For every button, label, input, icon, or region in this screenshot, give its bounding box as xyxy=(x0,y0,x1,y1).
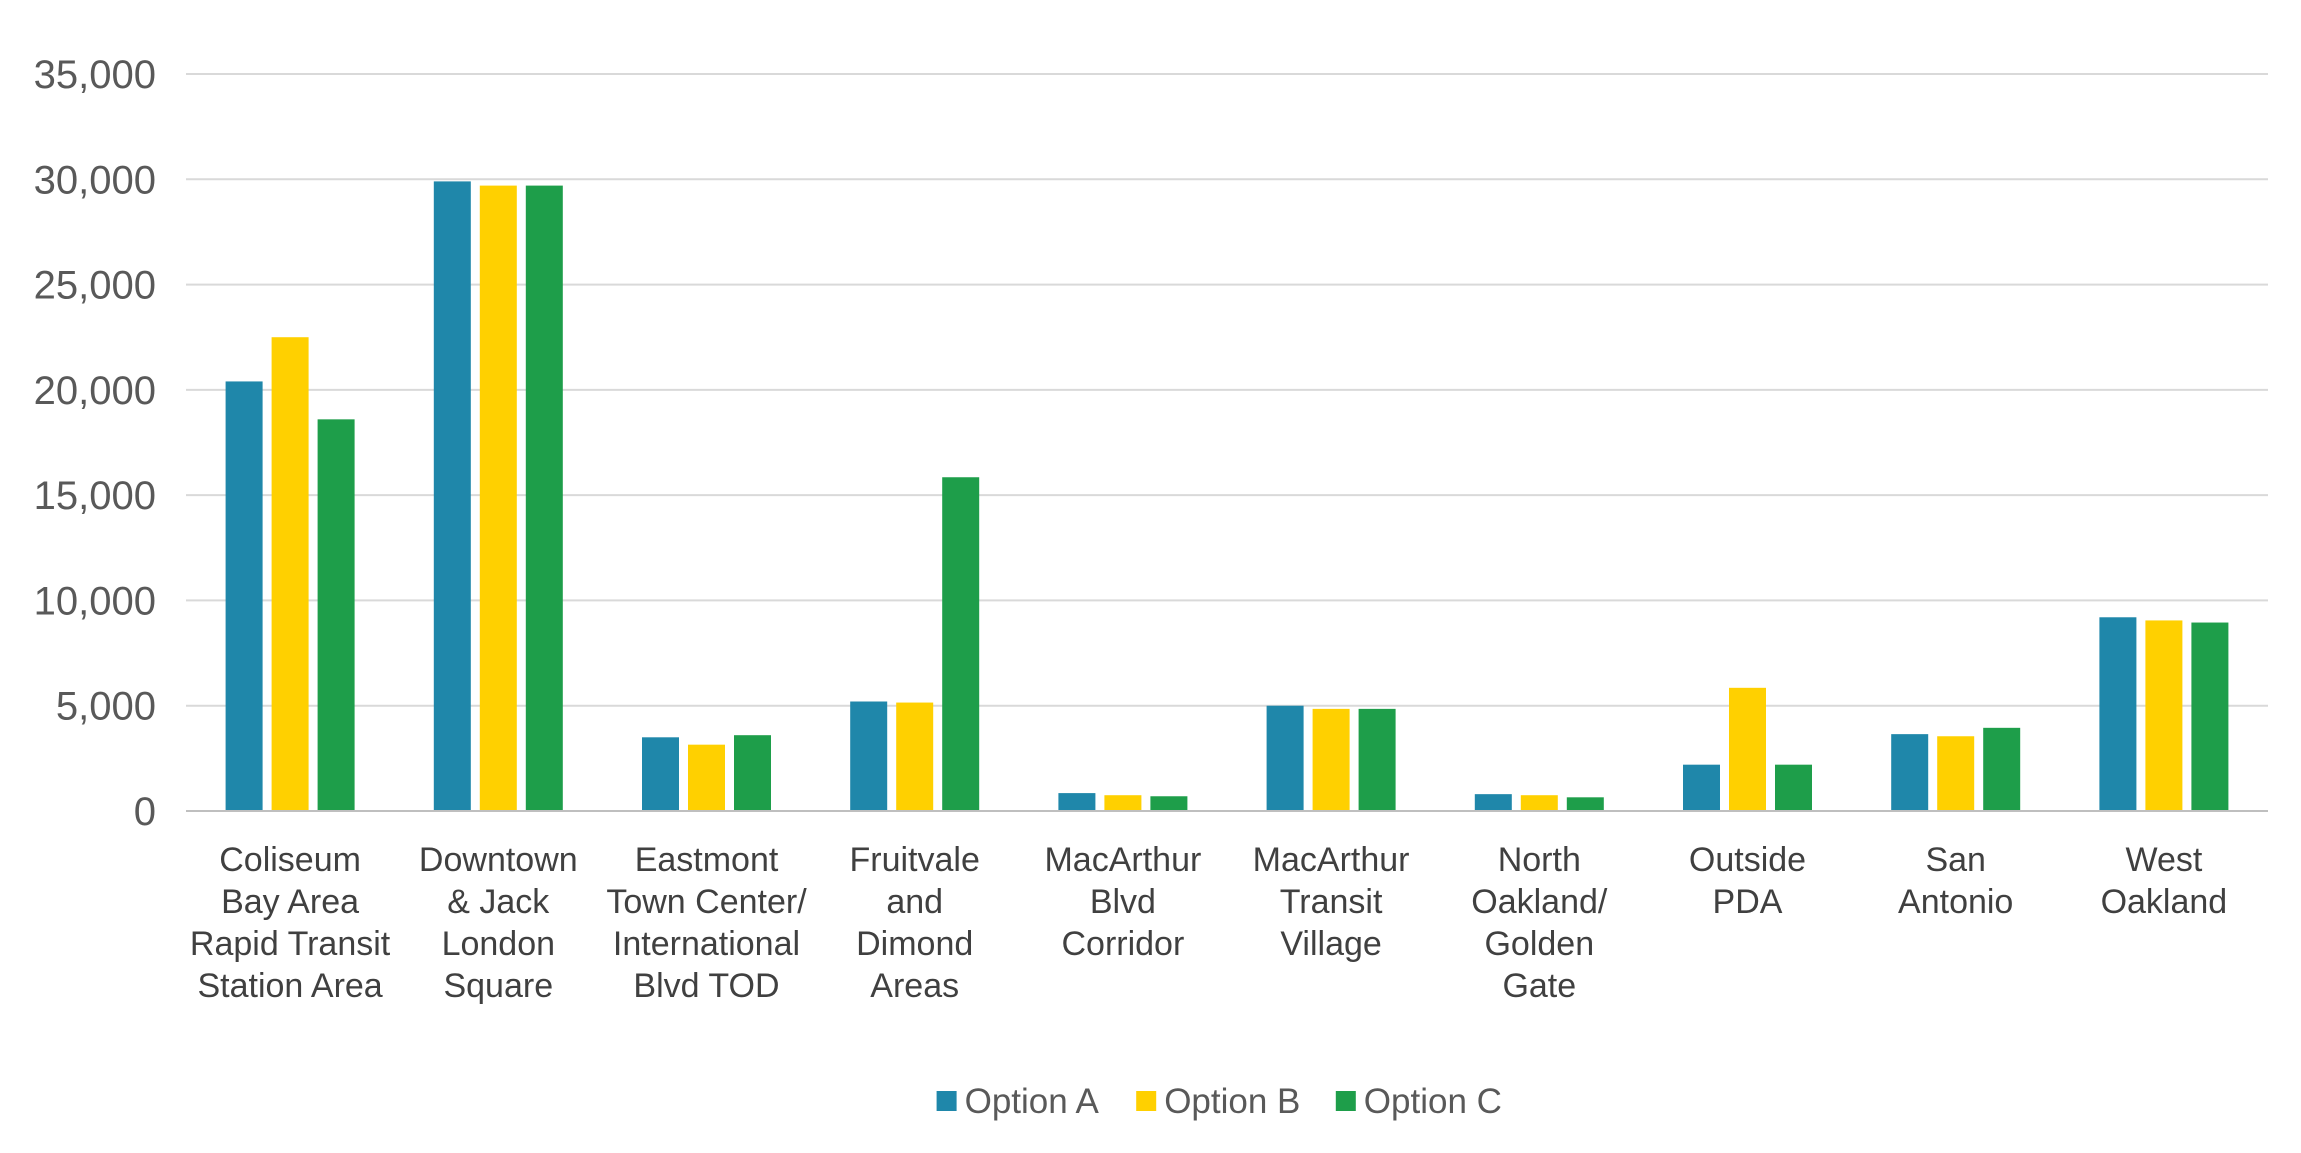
x-category-label: West Oakland xyxy=(2101,841,2228,921)
bar-option-c xyxy=(525,185,563,812)
bar-option-b xyxy=(1729,687,1766,811)
bar-option-c xyxy=(942,477,980,811)
legend-item-option-b: Option B xyxy=(1136,1082,1300,1121)
bar-option-c xyxy=(1983,727,2021,811)
bar-option-a xyxy=(850,701,888,811)
x-category-label: Downtown & Jack London Square xyxy=(419,841,578,1005)
y-tick-label: 30,000 xyxy=(34,158,156,202)
legend-item-option-a: Option A xyxy=(936,1082,1100,1121)
y-tick-label: 0 xyxy=(134,790,156,834)
bar-option-a xyxy=(1474,794,1512,811)
bar-option-b xyxy=(271,337,309,811)
y-tick-label: 5,000 xyxy=(56,685,156,729)
x-category-label: Coliseum Bay Area Rapid Transit Station Are… xyxy=(190,841,391,1005)
bar-option-b xyxy=(1520,795,1558,811)
bar-option-c xyxy=(317,419,355,811)
x-axis-category-labels: Coliseum Bay Area Rapid Transit Station Are… xyxy=(190,841,2227,1005)
bar-option-a xyxy=(433,181,471,812)
y-tick-label: 20,000 xyxy=(34,369,156,413)
bar-option-a xyxy=(1266,705,1304,811)
y-tick-label: 35,000 xyxy=(34,53,156,97)
y-tick-label: 15,000 xyxy=(34,474,156,518)
legend-swatch xyxy=(1335,1091,1356,1111)
x-category-label: North Oakland/Golden Gate xyxy=(1471,841,1608,1005)
bar-option-a xyxy=(1891,734,1929,811)
y-tick-label: 10,000 xyxy=(34,579,156,623)
y-tick-label: 25,000 xyxy=(34,264,156,308)
bar-option-b xyxy=(1104,795,1142,811)
bar-option-a xyxy=(225,381,263,811)
legend-swatch xyxy=(1136,1091,1157,1111)
x-category-label: Outside PDA xyxy=(1689,841,1806,921)
bar-option-c xyxy=(1150,796,1188,811)
bar-option-c xyxy=(1775,764,1812,811)
bar-option-a xyxy=(2099,617,2137,811)
bar-option-c xyxy=(1358,708,1396,811)
bar-option-b xyxy=(688,744,725,811)
bar-option-b xyxy=(1937,736,1975,811)
legend-item-option-c: Option C xyxy=(1335,1082,1502,1121)
legend-label: Option B xyxy=(1164,1082,1300,1121)
legend-swatch xyxy=(936,1091,957,1111)
bar-option-b xyxy=(2145,620,2183,811)
bars xyxy=(225,181,2229,812)
legend-label: Option A xyxy=(965,1082,1100,1121)
y-axis-tick-labels: 0 5,000 10,000 15,000 20,000 25,000 30,000 35,0… xyxy=(34,53,156,834)
bar-option-b xyxy=(896,702,934,811)
x-category-label: Fruitvale and Dimond Areas xyxy=(850,841,980,1005)
bar-option-a xyxy=(642,737,679,811)
bar-option-b xyxy=(479,185,517,812)
x-category-label: Eastmont Town Center/International Blvd TO… xyxy=(606,841,807,1005)
x-category-label: San Antonio xyxy=(1898,841,2013,921)
bar-option-c xyxy=(734,735,771,811)
legend: Option A Option B Option C xyxy=(936,1082,1502,1121)
bar-option-a xyxy=(1058,793,1096,811)
bar-option-c xyxy=(1566,797,1604,811)
bar-option-b xyxy=(1312,708,1350,811)
legend-label: Option C xyxy=(1364,1082,1502,1121)
bar-option-c xyxy=(2191,622,2229,811)
bar-option-a xyxy=(1683,764,1720,811)
x-category-label: MacArthur Transit Village xyxy=(1253,841,1410,963)
x-category-label: MacArthur Blvd Corridor xyxy=(1044,841,1201,963)
